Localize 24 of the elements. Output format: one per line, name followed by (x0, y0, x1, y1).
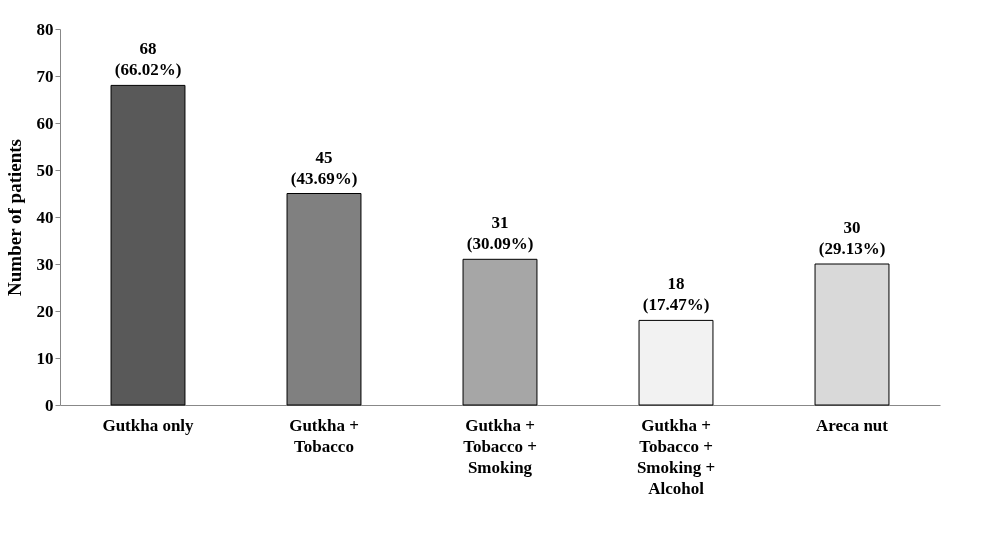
data-label: 30 (29.13%) (818, 218, 886, 258)
y-tick-label: 20 (36, 301, 54, 321)
y-tick-label: 70 (36, 66, 54, 86)
y-tick-label: 40 (36, 207, 54, 227)
x-tick-label: Gutkha + Tobacco + Smoking (463, 415, 537, 477)
y-tick-label: 80 (36, 19, 54, 39)
data-label: 31 (30.09%) (466, 213, 534, 254)
x-tick-label: Gutkha + Tobacco + Smoking + Alcohol (636, 415, 716, 498)
bar (814, 263, 890, 406)
x-tick-label: Gutkha + Tobacco (289, 415, 359, 456)
y-tick-label: 50 (36, 160, 54, 180)
bar (638, 319, 714, 406)
y-tick-label: 30 (36, 254, 54, 274)
y-tick-label: 60 (36, 113, 54, 133)
y-tick-label: 10 (36, 348, 54, 368)
x-tick-label: Gutkha only (102, 415, 195, 435)
y-axis-title: Number of patients (3, 139, 25, 296)
data-label: 68 (66.02%) (114, 39, 182, 80)
bar (110, 84, 186, 406)
y-tick-label: 0 (45, 395, 54, 415)
data-label: 18 (17.47%) (642, 274, 710, 315)
data-label: 45 (43.69%) (290, 147, 358, 188)
bar (462, 258, 538, 406)
x-tick-label: Areca nut (816, 415, 889, 435)
